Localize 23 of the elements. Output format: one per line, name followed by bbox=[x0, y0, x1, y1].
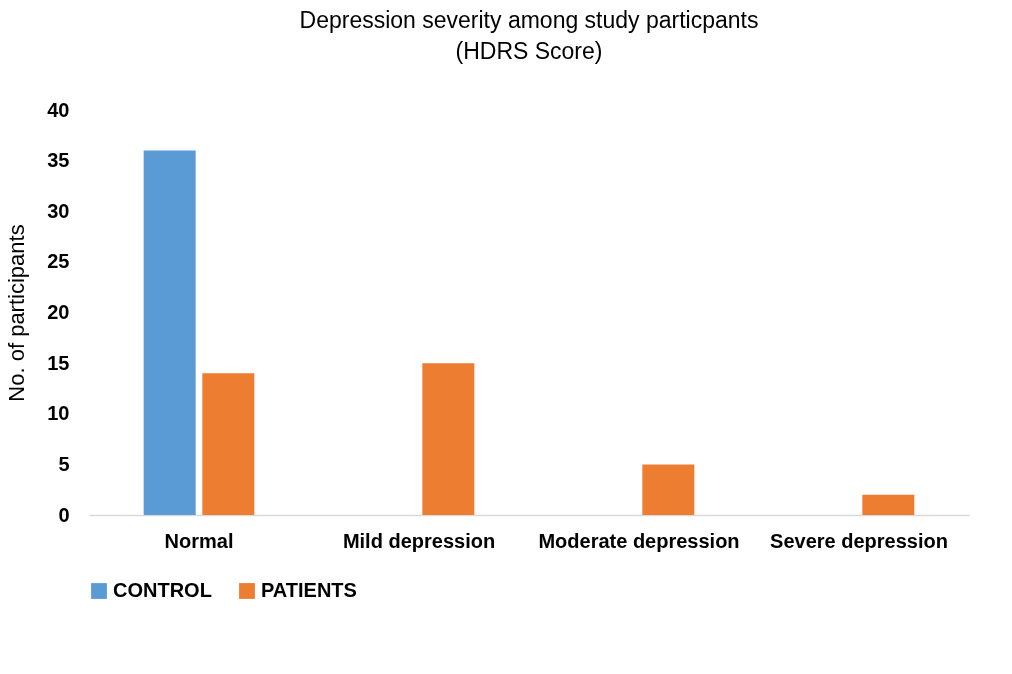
y-tick-label: 0 bbox=[58, 503, 70, 526]
y-tick-label: 40 bbox=[47, 98, 70, 121]
y-tick-label: 35 bbox=[47, 149, 70, 172]
chart-subtitle: (HDRS Score) bbox=[455, 38, 603, 64]
x-tick-label: Moderate depression bbox=[538, 529, 740, 552]
bar bbox=[862, 494, 915, 515]
y-tick-label: 5 bbox=[58, 452, 70, 475]
y-tick-label: 10 bbox=[47, 402, 70, 425]
y-tick-label: 15 bbox=[47, 351, 70, 374]
y-axis-title: No. of participants bbox=[4, 224, 30, 402]
chart-title: Depression severity among study particpants bbox=[299, 7, 759, 33]
bar bbox=[422, 363, 475, 515]
legend-label: PATIENTS bbox=[261, 579, 357, 601]
x-tick-label: Mild depression bbox=[342, 529, 496, 552]
x-tick-label: Severe depression bbox=[770, 529, 948, 552]
bar bbox=[642, 464, 695, 515]
legend-label: CONTROL bbox=[113, 579, 212, 601]
bar bbox=[143, 150, 196, 515]
y-tick-label: 20 bbox=[47, 301, 70, 323]
y-tick-label: 25 bbox=[47, 250, 70, 273]
x-tick-label: Normal bbox=[164, 529, 234, 552]
bar bbox=[202, 373, 255, 515]
y-tick-label: 30 bbox=[47, 199, 70, 222]
